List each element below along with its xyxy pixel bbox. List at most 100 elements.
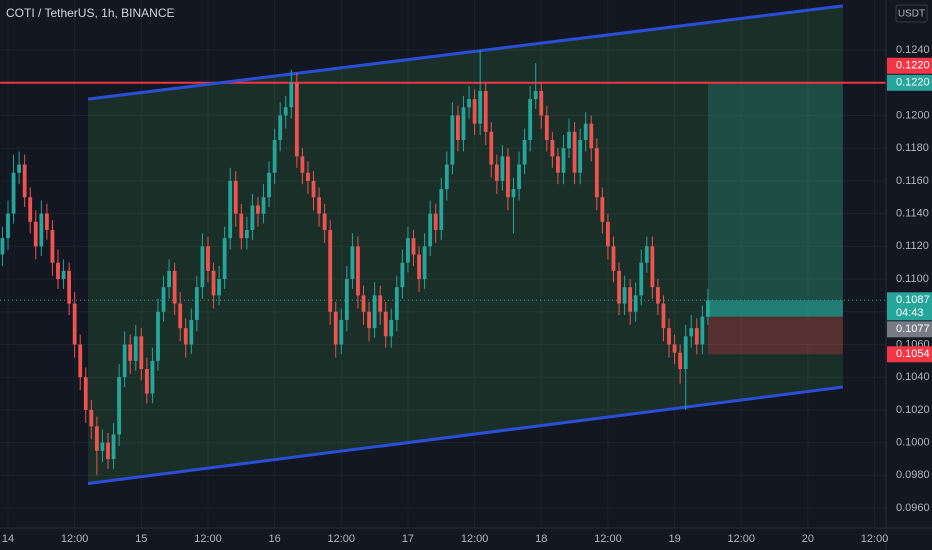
candle-body bbox=[261, 197, 266, 214]
candle-body bbox=[222, 238, 227, 280]
candle-body bbox=[239, 213, 244, 239]
candle-body bbox=[361, 295, 366, 312]
candle-body bbox=[267, 172, 271, 198]
candle-body bbox=[611, 246, 616, 271]
price-label: 0.1220 bbox=[896, 60, 930, 72]
candle-body bbox=[339, 319, 344, 345]
y-tick-label: 0.1240 bbox=[896, 44, 930, 56]
price-label: 0.1087 bbox=[896, 294, 930, 306]
channel-fill bbox=[87, 5, 843, 484]
candle-body bbox=[244, 229, 249, 239]
candle-body bbox=[44, 213, 49, 230]
candle-body bbox=[289, 82, 294, 108]
price-label-box bbox=[887, 292, 932, 321]
candle-body bbox=[0, 238, 5, 255]
currency-box bbox=[895, 4, 928, 23]
candle-body bbox=[117, 377, 121, 435]
candle-body bbox=[489, 131, 494, 165]
candle-body bbox=[256, 205, 260, 214]
candle-body bbox=[378, 295, 383, 312]
candle-body bbox=[11, 172, 16, 214]
y-tick-label: 0.1180 bbox=[896, 142, 929, 154]
candle-body bbox=[300, 156, 305, 173]
candle-body bbox=[139, 336, 144, 370]
candle-body bbox=[28, 197, 33, 222]
candle-body bbox=[450, 115, 455, 165]
candle-body bbox=[594, 148, 599, 198]
loss-zone bbox=[707, 316, 843, 355]
candle-body bbox=[283, 107, 288, 116]
candle-body bbox=[272, 140, 277, 173]
candle-body bbox=[617, 270, 621, 304]
candle-body bbox=[22, 164, 27, 198]
candle-body bbox=[133, 336, 138, 361]
channel-line bbox=[87, 4, 844, 101]
x-tick-label: 14 bbox=[2, 533, 14, 545]
y-tick-label: 0.0960 bbox=[896, 502, 930, 514]
candle-body bbox=[389, 319, 394, 337]
y-tick-label: 0.1100 bbox=[896, 273, 929, 285]
candle-body bbox=[394, 287, 399, 320]
candle-body bbox=[211, 270, 216, 296]
candle-body bbox=[667, 328, 671, 345]
candle-body bbox=[278, 115, 283, 141]
x-tick-label: 19 bbox=[668, 533, 680, 545]
candle-body bbox=[572, 131, 577, 173]
candle-body bbox=[328, 229, 333, 312]
candle-body bbox=[506, 156, 510, 198]
profit-zone bbox=[707, 82, 843, 317]
candle-body bbox=[94, 426, 99, 451]
candle-body bbox=[656, 287, 660, 304]
candle-body bbox=[128, 344, 133, 361]
x-tick-label: 18 bbox=[535, 533, 547, 545]
x-tick-label: 12:00 bbox=[727, 533, 755, 545]
candle-body bbox=[411, 238, 416, 255]
candle-body bbox=[467, 99, 471, 108]
candle-body bbox=[217, 279, 221, 296]
candle-body bbox=[6, 213, 10, 239]
y-tick-label: 0.1020 bbox=[896, 404, 930, 416]
x-tick-label: 17 bbox=[402, 533, 414, 545]
y-tick-label: 0.1200 bbox=[896, 109, 930, 121]
candle-body bbox=[172, 270, 177, 304]
candle-body bbox=[606, 221, 610, 247]
candle-body bbox=[383, 311, 388, 337]
candle-body bbox=[622, 287, 627, 304]
candle-body bbox=[161, 287, 166, 312]
candle-body bbox=[483, 90, 488, 132]
candle-body bbox=[367, 311, 371, 329]
candle-body bbox=[417, 254, 421, 280]
candle-body bbox=[294, 82, 299, 157]
candle-body bbox=[461, 107, 466, 141]
candle-body bbox=[422, 246, 427, 280]
candle-body bbox=[106, 442, 110, 459]
price-label-box bbox=[887, 321, 932, 338]
candle-body bbox=[200, 246, 205, 288]
candle-body bbox=[150, 360, 155, 394]
candle-body bbox=[550, 140, 555, 157]
candle-body bbox=[344, 279, 349, 320]
candle-body bbox=[472, 99, 477, 124]
candle-body bbox=[39, 213, 44, 247]
candle-body bbox=[333, 311, 338, 345]
candle-body bbox=[33, 221, 38, 247]
candle-body bbox=[89, 409, 94, 427]
price-label: 0.1077 bbox=[896, 323, 930, 335]
x-tick-label: 12:00 bbox=[594, 533, 622, 545]
candle-body bbox=[50, 229, 55, 263]
candle-body bbox=[589, 123, 594, 149]
candle-body bbox=[322, 213, 327, 230]
candle-body bbox=[539, 90, 544, 116]
candle-body bbox=[633, 295, 638, 312]
candle-body bbox=[628, 287, 633, 312]
candle-body bbox=[72, 303, 77, 345]
countdown: 04:43 bbox=[896, 307, 924, 319]
candle-body bbox=[672, 344, 677, 353]
candle-body bbox=[517, 164, 521, 190]
candle-body bbox=[122, 344, 127, 378]
candle-body bbox=[644, 246, 649, 263]
candle-body bbox=[639, 262, 644, 296]
currency-label: USDT bbox=[898, 9, 925, 20]
price-label-box bbox=[887, 346, 932, 363]
